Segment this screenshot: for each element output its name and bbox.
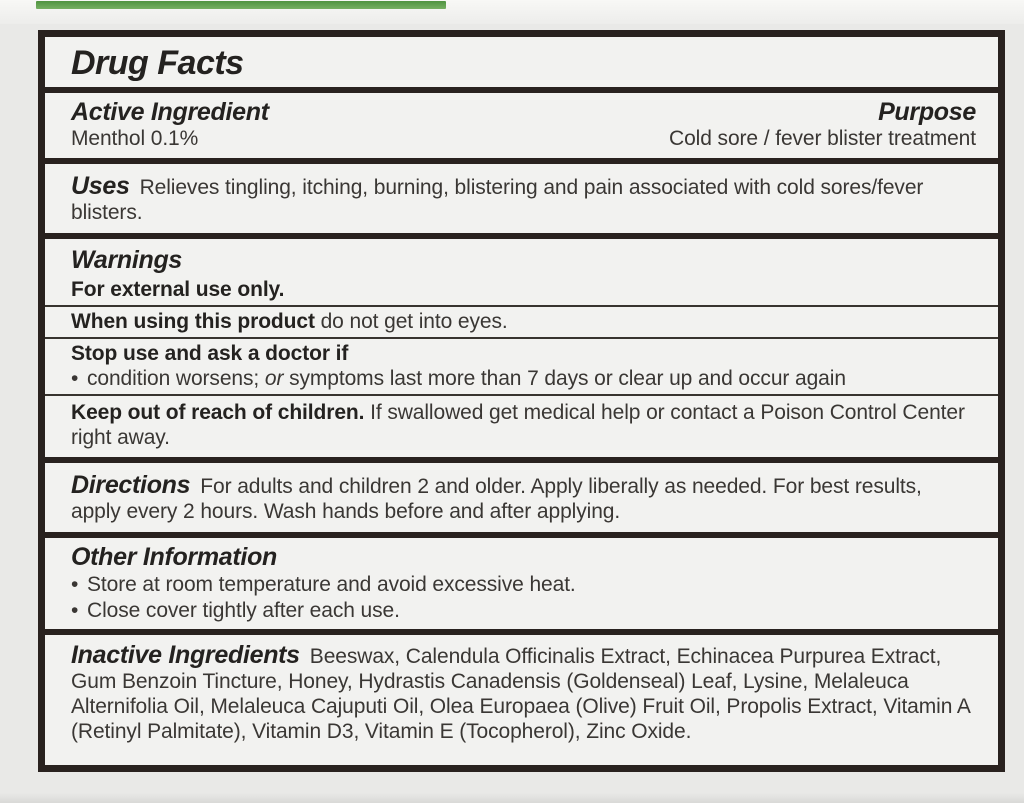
other-info-bullet-text: Store at room temperature and avoid exce… — [87, 573, 576, 596]
other-info-bullet-text: Close cover tightly after each use. — [87, 599, 400, 622]
other-information-heading: Other Information — [71, 543, 278, 571]
section-inactive-ingredients: Inactive Ingredients Beeswax, Calendula O… — [45, 635, 998, 750]
inactive-ingredients-heading: Inactive Ingredients — [71, 641, 300, 669]
bullet-icon — [71, 572, 87, 597]
when-using-bold: When using this product — [71, 310, 315, 333]
warnings-when-using-row: When using this product do not get into … — [45, 307, 998, 339]
warnings-heading-row: Warnings — [45, 239, 998, 275]
section-title: Drug Facts — [45, 37, 998, 93]
stop-use-bullet: condition worsens; or symptoms last more… — [71, 366, 976, 391]
directions-paragraph: Directions For adults and children 2 and … — [71, 471, 976, 524]
section-active-ingredient: Active Ingredient Menthol 0.1% Purpose C… — [45, 93, 998, 164]
drug-facts-panel: Drug Facts Active Ingredient Menthol 0.1… — [38, 30, 1005, 772]
warnings-keep-out-row: Keep out of reach of children. If swallo… — [45, 396, 998, 457]
keep-out-text: Keep out of reach of children. If swallo… — [71, 400, 976, 450]
uses-text: Relieves tingling, itching, burning, bli… — [71, 176, 924, 224]
when-using-text: When using this product do not get into … — [71, 309, 976, 334]
purpose-value: Cold sore / fever blister treatment — [669, 127, 976, 150]
section-warnings: Warnings For external use only. When usi… — [45, 239, 998, 463]
warnings-external-use-row: For external use only. — [45, 275, 998, 307]
drug-facts-title: Drug Facts — [71, 44, 244, 82]
uses-paragraph: Uses Relieves tingling, itching, burning,… — [71, 172, 976, 225]
keep-out-rest: If swallowed get medical help or contact… — [71, 401, 965, 449]
active-ingredient-column: Active Ingredient Menthol 0.1% — [71, 98, 669, 151]
other-info-bullet-cover: Close cover tightly after each use. — [71, 598, 976, 623]
bullet-icon — [71, 366, 87, 391]
section-uses: Uses Relieves tingling, itching, burning,… — [45, 164, 998, 239]
warnings-heading: Warnings — [71, 246, 183, 274]
active-ingredient-value: Menthol 0.1% — [71, 127, 199, 150]
section-other-information: Other Information Store at room temperat… — [45, 538, 998, 635]
keep-out-bold: Keep out of reach of children. — [71, 401, 365, 424]
section-directions: Directions For adults and children 2 and … — [45, 463, 998, 538]
uses-heading: Uses — [71, 172, 130, 200]
other-info-bullet-storage: Store at room temperature and avoid exce… — [71, 572, 976, 597]
stop-use-bullet-text: condition worsens; or symptoms last more… — [87, 367, 846, 390]
directions-heading: Directions — [71, 471, 191, 499]
inactive-ingredients-text: Beeswax, Calendula Officinalis Extract, … — [71, 645, 970, 743]
bullet-icon — [71, 598, 87, 623]
package-bottom-edge — [0, 793, 1024, 803]
directions-text: For adults and children 2 and older. App… — [71, 475, 922, 523]
purpose-column: Purpose Cold sore / fever blister treatm… — [669, 98, 976, 151]
external-use-text: For external use only. — [71, 278, 285, 301]
active-ingredient-heading: Active Ingredient — [71, 98, 269, 126]
stop-use-heading: Stop use and ask a doctor if — [71, 342, 349, 365]
inactive-ingredients-paragraph: Inactive Ingredients Beeswax, Calendula O… — [71, 641, 976, 744]
warnings-stop-use-row: Stop use and ask a doctor if condition w… — [45, 339, 998, 396]
purpose-heading: Purpose — [878, 98, 976, 126]
green-accent-bar — [36, 1, 446, 9]
when-using-rest: do not get into eyes. — [314, 310, 508, 333]
